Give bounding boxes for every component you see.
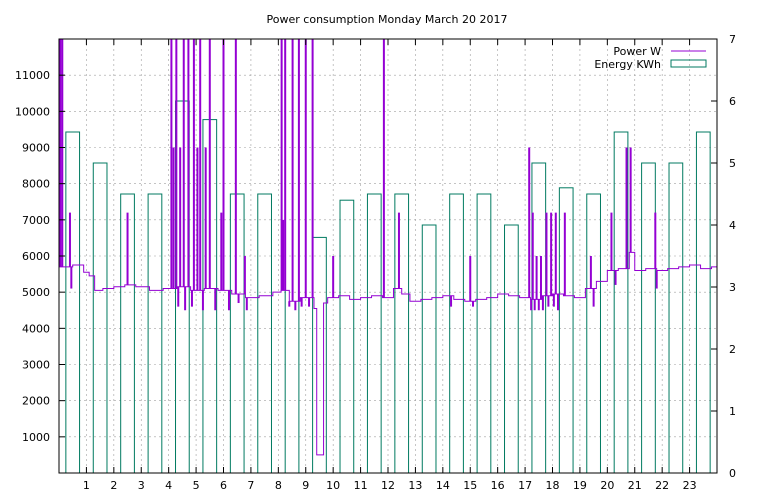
- energy-bar: [668, 162, 684, 474]
- x-tick-label: 15: [463, 479, 477, 492]
- x-tick-label: 20: [600, 479, 614, 492]
- energy-bar: [366, 193, 382, 474]
- energy-bar: [65, 131, 81, 474]
- axes: 1 2 3 4 5 6 7 8 9 10 11 12 13 14 15 16 17 18 19 20 21 22 23100…: [15, 33, 736, 492]
- energy-bar: [641, 162, 656, 474]
- x-tick-label: 5: [193, 479, 200, 492]
- y-tick-label: 6000: [22, 250, 50, 263]
- x-tick-label: 14: [436, 479, 450, 492]
- energy-bar: [504, 224, 519, 474]
- y-tick-label: 9000: [22, 142, 50, 155]
- x-tick-label: 1: [83, 479, 90, 492]
- energy-bar: [229, 193, 245, 474]
- x-tick-label: 13: [408, 479, 422, 492]
- plot-border: [58, 38, 718, 474]
- y-tick-label: 8000: [22, 178, 50, 191]
- y2-tick-label: 5: [729, 157, 736, 170]
- legend-label-energy: Energy KWh: [594, 58, 661, 71]
- y2-tick-label: 3: [729, 281, 736, 294]
- energy-bar: [586, 193, 601, 474]
- y2-tick-label: 4: [729, 219, 736, 232]
- y-tick-label: 3000: [22, 359, 50, 372]
- energy-bar: [695, 131, 711, 474]
- x-tick-label: 22: [655, 479, 669, 492]
- y-tick-label: 10000: [15, 105, 50, 118]
- x-tick-label: 8: [275, 479, 282, 492]
- energy-bar: [531, 162, 547, 474]
- energy-bar: [558, 187, 574, 474]
- energy-bar: [339, 199, 355, 474]
- x-tick-label: 7: [247, 479, 254, 492]
- x-tick-label: 17: [518, 479, 532, 492]
- x-tick-label: 12: [381, 479, 395, 492]
- y-tick-label: 2000: [22, 395, 50, 408]
- energy-bar: [257, 193, 272, 474]
- energy-bar: [147, 193, 163, 474]
- energy-bar: [92, 162, 108, 474]
- x-tick-label: 9: [302, 479, 309, 492]
- y-tick-label: 4000: [22, 322, 50, 335]
- energy-bar: [476, 193, 492, 474]
- x-tick-label: 19: [573, 479, 587, 492]
- power-line: [59, 39, 717, 456]
- y2-tick-label: 7: [729, 33, 736, 46]
- x-tick-label: 16: [491, 479, 505, 492]
- x-tick-label: 6: [220, 479, 227, 492]
- y2-tick-label: 0: [729, 467, 736, 480]
- y-tick-label: 5000: [22, 286, 50, 299]
- y2-tick-label: 2: [729, 343, 736, 356]
- x-tick-label: 23: [683, 479, 697, 492]
- energy-bar: [449, 193, 464, 474]
- energy-bar: [312, 236, 327, 474]
- y2-tick-label: 1: [729, 405, 736, 418]
- x-tick-label: 2: [110, 479, 117, 492]
- chart-title: Power consumption Monday March 20 2017: [267, 13, 508, 26]
- y-tick-label: 1000: [22, 431, 50, 444]
- x-tick-label: 21: [628, 479, 642, 492]
- x-tick-label: 10: [326, 479, 340, 492]
- x-tick-label: 4: [165, 479, 172, 492]
- energy-bar: [394, 193, 410, 474]
- y2-tick-label: 6: [729, 95, 736, 108]
- legend-label-power: Power W: [613, 45, 661, 58]
- power-series-line: [59, 251, 717, 456]
- legend: Power W Energy KWh: [594, 45, 707, 71]
- grid: [59, 39, 717, 473]
- energy-bar: [421, 224, 437, 474]
- x-tick-label: 3: [138, 479, 145, 492]
- x-tick-label: 18: [546, 479, 560, 492]
- legend-swatch-energy: [670, 59, 707, 68]
- y-tick-label: 7000: [22, 214, 50, 227]
- x-tick-label: 11: [354, 479, 368, 492]
- y-tick-label: 11000: [15, 69, 50, 82]
